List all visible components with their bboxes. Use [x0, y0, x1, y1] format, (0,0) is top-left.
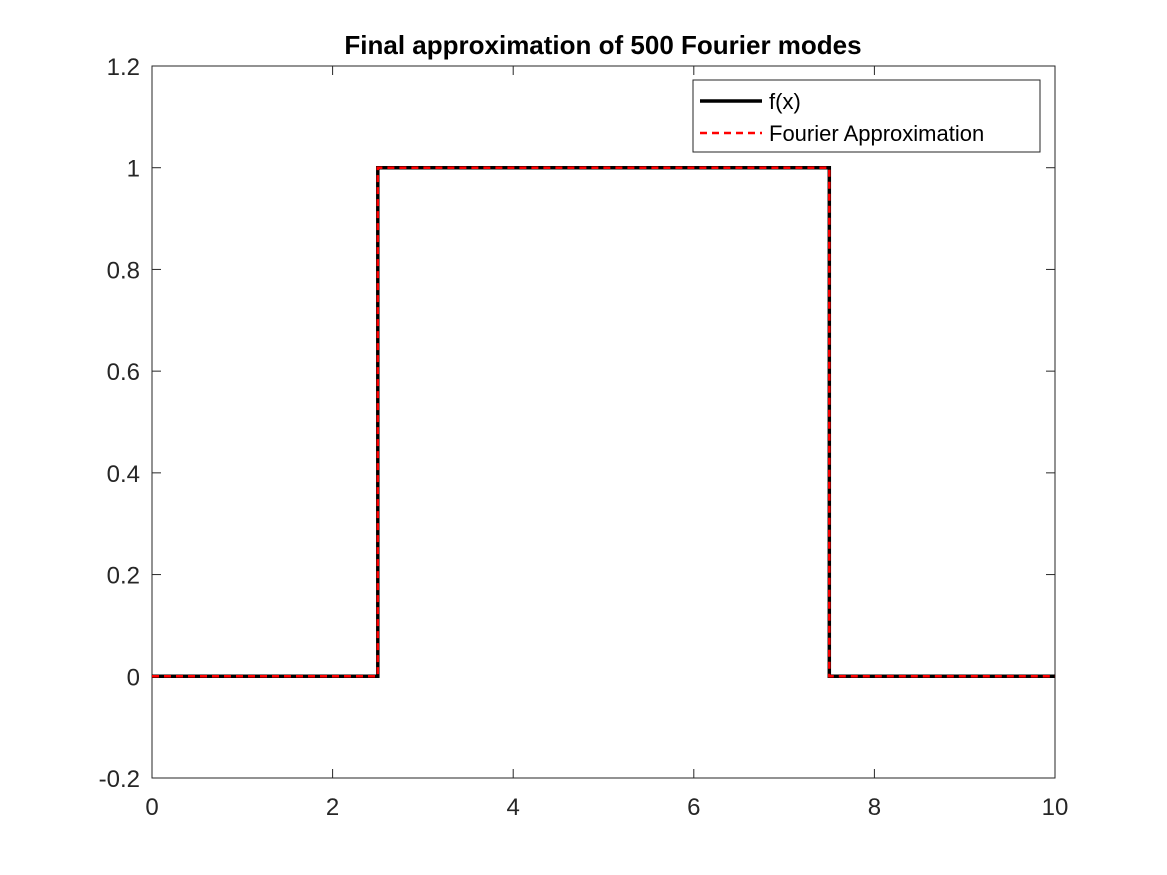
y-tick-label: 0.6 [107, 359, 140, 386]
x-tick-label: 4 [507, 794, 520, 821]
legend-label-fourier-approximation: Fourier Approximation [769, 121, 984, 146]
chart-title: Final approximation of 500 Fourier modes [344, 30, 861, 60]
series-line-fourier-approximation [152, 166, 1055, 678]
x-tick-label: 0 [145, 794, 158, 821]
y-tick-label: 0.8 [107, 257, 140, 284]
x-tick-label: 10 [1042, 794, 1069, 821]
y-tick-label: 1 [127, 156, 140, 183]
y-tick-label: 0.4 [107, 461, 140, 488]
legend-box [692, 79, 1041, 153]
y-tick-label: -0.2 [99, 766, 140, 793]
axis-ticks: 0 2 4 6 8 10-0.200.20.40.60.811.2 [99, 54, 1069, 821]
series-layer [152, 165, 1055, 679]
x-tick-label: 2 [326, 794, 339, 821]
plot-area [151, 65, 1056, 779]
x-tick-label: 6 [687, 794, 700, 821]
y-tick-label: 0 [127, 664, 140, 691]
y-tick-label: 1.2 [107, 54, 140, 81]
x-tick-label: 8 [868, 794, 881, 821]
y-tick-label: 0.2 [107, 563, 140, 590]
legend-label-f-x: f(x) [769, 89, 801, 114]
legend: f(x) Fourier Approximation [692, 79, 1041, 153]
